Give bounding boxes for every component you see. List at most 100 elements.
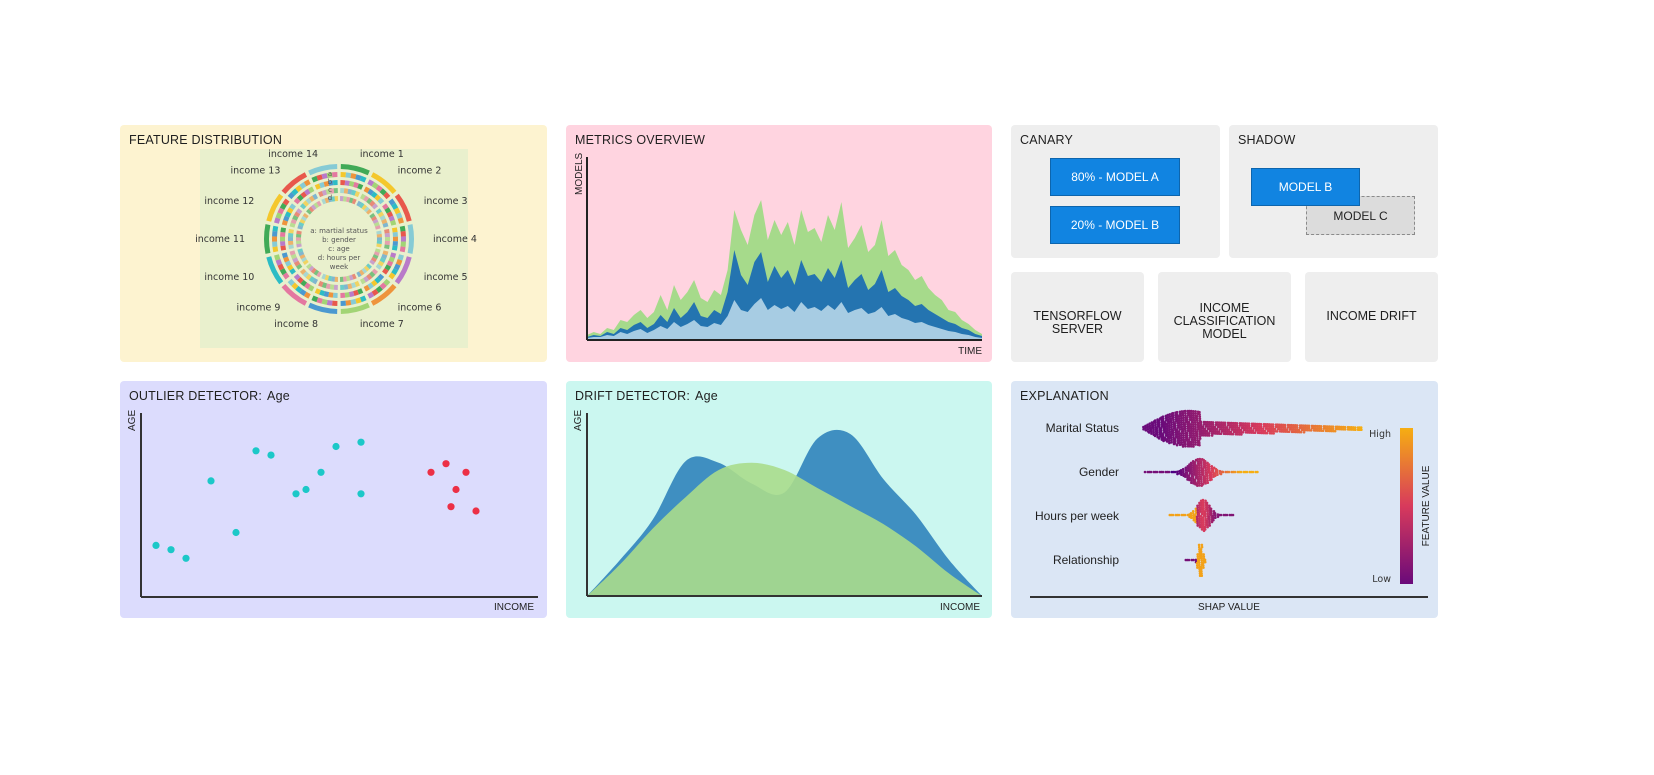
- swarm-dot: [1157, 421, 1161, 425]
- swarm-dot: [1197, 466, 1201, 470]
- swarm-dot: [1231, 513, 1235, 517]
- swarm-dot: [1166, 413, 1170, 417]
- swarm-dot: [1192, 427, 1195, 431]
- swarm-dot: [1173, 424, 1177, 428]
- swarm-dot: [1175, 410, 1179, 414]
- ring-segment: [363, 195, 370, 202]
- ring-segment: [300, 279, 308, 287]
- ring-segment: [323, 291, 330, 297]
- ring-segment: [373, 251, 380, 257]
- color-bar-low: Low: [1372, 574, 1391, 585]
- swarm-dot: [1187, 558, 1191, 562]
- ring-segment: [321, 198, 327, 205]
- swarm-dot: [1249, 426, 1253, 430]
- swarm-dot: [1188, 411, 1191, 415]
- swarm-dot: [1146, 425, 1150, 429]
- ring-segment: [379, 257, 386, 263]
- swarm-row: [1142, 409, 1363, 448]
- ring-segment: [370, 191, 378, 199]
- ring-label: income 2: [398, 166, 442, 177]
- swarm-dot: [1183, 513, 1187, 517]
- swarm-dot: [1209, 473, 1213, 477]
- income-classification-model-box[interactable]: INCOME CLASSIFICATION MODEL: [1158, 272, 1291, 362]
- swarm-dot: [1169, 421, 1173, 424]
- ring-segment: [326, 299, 333, 306]
- ring-segment: [323, 181, 330, 187]
- ring-segment: [359, 295, 367, 303]
- swarm-dot: [1211, 516, 1215, 520]
- model-b-button[interactable]: MODEL B: [1251, 168, 1360, 206]
- swarm-dot: [1208, 522, 1211, 525]
- ring-segment: [274, 217, 281, 224]
- ring-segment: [308, 195, 315, 202]
- swarm-dot: [1200, 572, 1203, 575]
- ring-segment: [366, 273, 373, 281]
- swarm-dot: [1198, 413, 1201, 416]
- ring-label: income 4: [433, 234, 477, 245]
- swarm-dot: [1307, 426, 1311, 430]
- swarm-dot: [1168, 413, 1171, 416]
- swarm-dot: [1196, 471, 1199, 474]
- swarm-dot: [1202, 553, 1205, 556]
- swarm-dot: [1170, 425, 1173, 429]
- model-b-button[interactable]: 20% - MODEL B: [1050, 206, 1180, 244]
- ring-label: income 10: [204, 272, 254, 283]
- swarm-dot: [1201, 467, 1205, 471]
- ring-segment: [280, 231, 286, 237]
- feature-name: Age: [267, 389, 290, 403]
- ring-segment: [367, 291, 375, 299]
- swarm-dot: [1182, 438, 1186, 442]
- ring-segment: [392, 231, 398, 237]
- swarm-row: [1184, 543, 1207, 577]
- swarm-dot: [1166, 429, 1169, 432]
- ring-segment: [379, 282, 387, 290]
- ring-segment: [321, 189, 327, 196]
- swarm-dot: [1211, 468, 1215, 472]
- swarm-dot: [1190, 414, 1193, 417]
- ring-segment: [383, 278, 391, 287]
- swarm-dot: [1261, 427, 1265, 430]
- swarm-dot: [1194, 427, 1197, 431]
- swarm-dot: [1170, 441, 1173, 444]
- swarm-dot: [1188, 418, 1192, 422]
- swarm-dot: [1205, 474, 1209, 478]
- swarm-dot: [1197, 514, 1201, 518]
- swarm-dot: [1302, 430, 1306, 434]
- income-drift-box[interactable]: INCOME DRIFT: [1305, 272, 1438, 362]
- ring-segment: [359, 175, 367, 183]
- swarm-dot: [1148, 422, 1151, 425]
- swarm-dot: [1195, 482, 1199, 485]
- swarm-dot: [1163, 421, 1167, 424]
- swarm-dot: [1251, 429, 1255, 432]
- ring-segment: [281, 283, 308, 306]
- swarm-dot: [1273, 427, 1277, 431]
- swarm-dot: [1175, 413, 1179, 416]
- ring-segment: [394, 256, 412, 285]
- x-axis-label: INCOME: [940, 602, 980, 613]
- swarm-dot: [1191, 409, 1195, 413]
- swarm-dot: [1212, 466, 1216, 470]
- swarm-dot: [1194, 410, 1197, 413]
- swarm-dot: [1196, 468, 1199, 472]
- swarm-dot: [1191, 440, 1195, 444]
- ring-label: income 5: [424, 272, 468, 283]
- swarm-dot: [1184, 444, 1187, 448]
- swarm-dot: [1168, 426, 1171, 429]
- model-a-button[interactable]: 80% - MODEL A: [1050, 158, 1180, 196]
- ring-segment: [296, 230, 302, 235]
- swarm-dot: [1187, 438, 1191, 441]
- swarm-dot: [1172, 418, 1175, 422]
- ring-label: income 11: [195, 234, 245, 245]
- tensorflow-server-box[interactable]: TENSORFLOW SERVER: [1011, 272, 1144, 362]
- swarm-dot: [1219, 432, 1223, 436]
- swarm-dot: [1178, 421, 1181, 425]
- ring-segment: [288, 236, 294, 242]
- swarm-dot: [1210, 511, 1213, 515]
- swarm-dot: [1182, 434, 1185, 437]
- swarm-dot: [1190, 466, 1193, 469]
- swarm-dot: [1189, 479, 1193, 482]
- swarm-dot: [1193, 514, 1197, 517]
- swarm-dot: [1207, 434, 1211, 437]
- feature-label: Marital Status: [1045, 421, 1119, 435]
- ring-segment: [284, 260, 292, 267]
